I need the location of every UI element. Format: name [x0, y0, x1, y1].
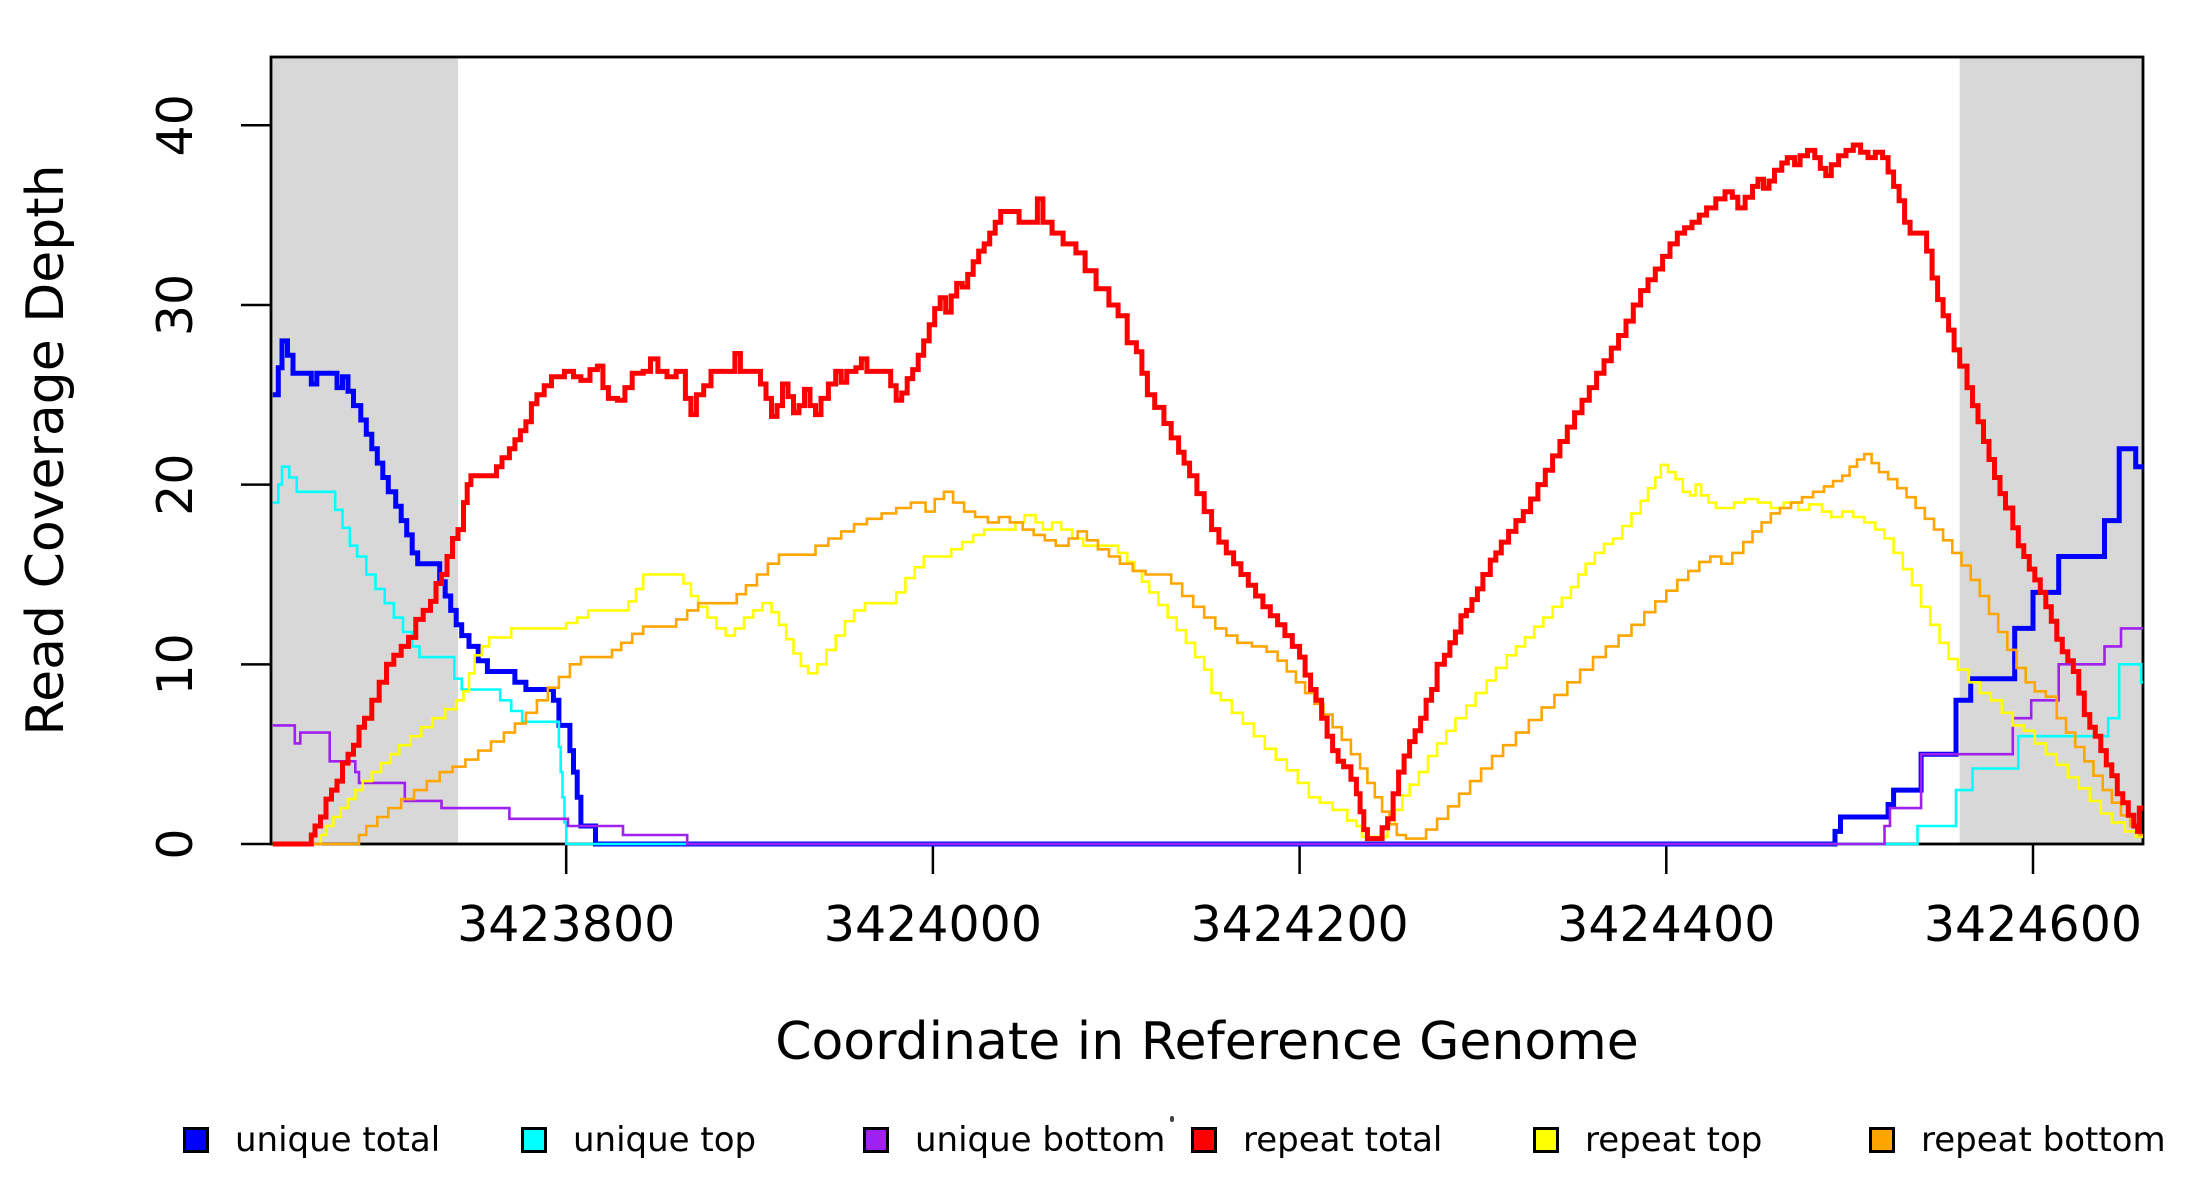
y-tick-label: 20: [147, 453, 204, 515]
legend-swatch-icon: [1533, 1127, 1559, 1153]
legend-swatch-icon: [521, 1127, 547, 1153]
y-axis-title: Read Coverage Depth: [16, 164, 76, 736]
stray-mark: [1170, 1116, 1174, 1122]
legend-item-unique-bottom: unique bottom: [863, 1114, 1165, 1166]
x-tick-label: 3424000: [824, 896, 1042, 953]
y-tick-label: 30: [147, 274, 204, 336]
legend-item-unique-total: unique total: [183, 1114, 440, 1166]
y-tick-label: 40: [147, 94, 204, 156]
legend-label: unique top: [573, 1120, 757, 1160]
x-tick-label: 3424600: [1924, 896, 2142, 953]
legend-label: repeat bottom: [1921, 1120, 2166, 1160]
legend-item-repeat-top: repeat top: [1533, 1114, 1762, 1166]
legend-item-repeat-bottom: repeat bottom: [1869, 1114, 2166, 1166]
x-tick-label: 3424200: [1190, 896, 1408, 953]
legend-swatch-icon: [1191, 1127, 1217, 1153]
x-axis-title: Coordinate in Reference Genome: [775, 1012, 1639, 1072]
legend-label: unique total: [235, 1120, 441, 1160]
legend-swatch-icon: [863, 1127, 889, 1153]
legend-swatch-icon: [183, 1127, 209, 1153]
y-tick-label: 0: [147, 828, 204, 859]
series-line-repeat-total: [272, 142, 2143, 847]
legend-label: unique bottom: [915, 1120, 1166, 1160]
legend: unique total unique top unique bottom repea…: [0, 1114, 2200, 1174]
legend-item-repeat-total: repeat total: [1191, 1114, 1442, 1166]
legend-label: repeat top: [1585, 1120, 1763, 1160]
x-tick-label: 3424400: [1557, 896, 1775, 953]
legend-swatch-icon: [1869, 1127, 1895, 1153]
series-line-repeat-top: [272, 463, 2143, 846]
series-line-unique-total: [272, 338, 2143, 847]
y-tick-label: 10: [147, 633, 204, 695]
plot-box: [269, 55, 2145, 846]
x-tick-label: 3423800: [457, 896, 675, 953]
series-line-unique-top: [272, 465, 2143, 846]
legend-item-unique-top: unique top: [521, 1114, 756, 1166]
shaded-region: [271, 57, 459, 844]
legend-label: repeat total: [1243, 1120, 1443, 1160]
series-line-repeat-bottom: [272, 452, 2143, 846]
series-line-unique-bottom: [272, 627, 2143, 846]
